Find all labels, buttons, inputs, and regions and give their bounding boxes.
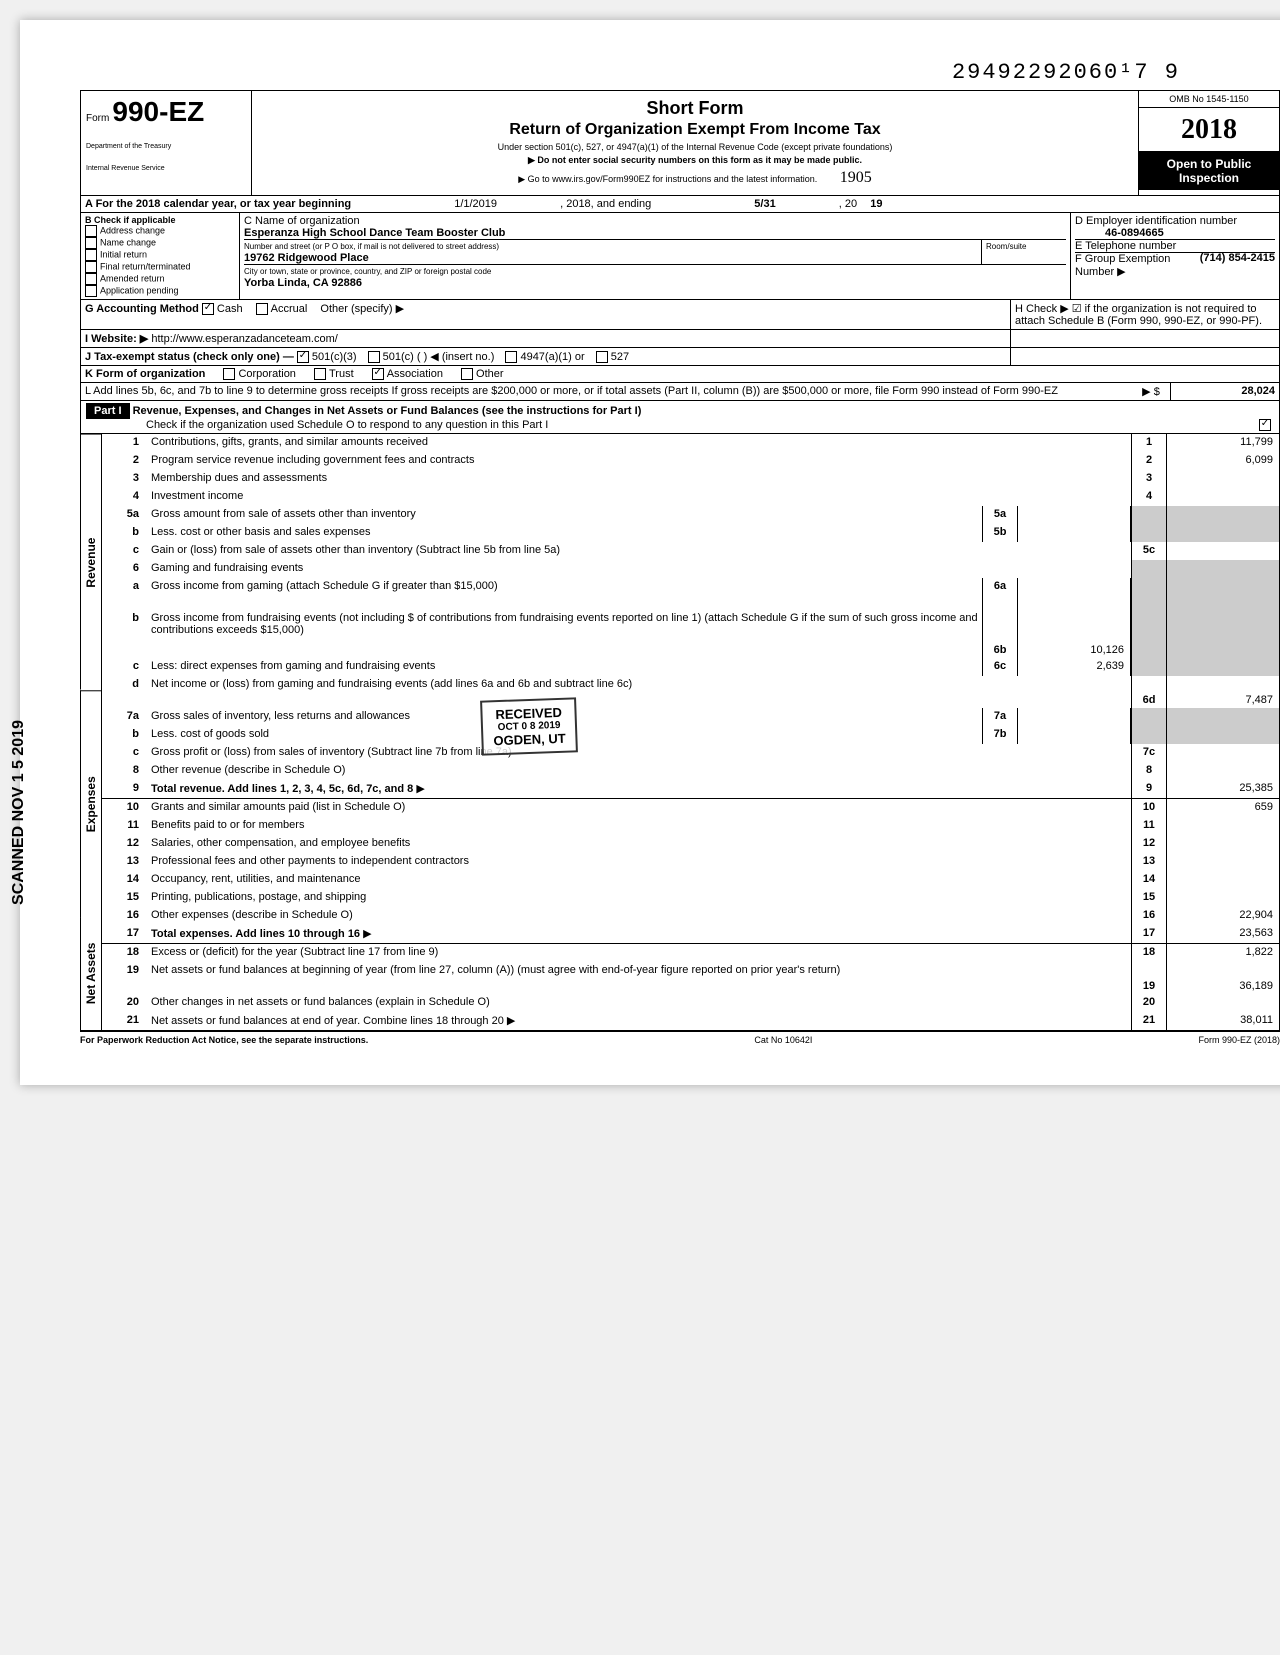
- row-gh: G Accounting Method ✓Cash Accrual Other …: [80, 300, 1280, 330]
- line-10-value: 659: [1166, 799, 1279, 817]
- form-header: Form 990-EZ Department of the Treasury I…: [80, 90, 1280, 196]
- website: http://www.esperanzadanceteam.com/: [151, 333, 337, 345]
- phone: (714) 854-2415: [1200, 252, 1275, 264]
- total-revenue: 25,385: [1166, 780, 1279, 798]
- org-address: 19762 Ridgewood Place: [244, 252, 369, 264]
- open-to-public: Open to Public Inspection: [1139, 152, 1279, 190]
- part-1-header: Part I Revenue, Expenses, and Changes in…: [80, 401, 1280, 434]
- subtitle-ssn: ▶ Do not enter social security numbers o…: [262, 155, 1128, 166]
- section-h: H Check ▶ ☑ if the organization is not r…: [1011, 300, 1279, 329]
- dept-irs: Internal Revenue Service: [86, 165, 246, 172]
- line-19-value: 36,189: [1166, 962, 1279, 994]
- checkbox-501c3[interactable]: ✓: [297, 351, 309, 363]
- revenue-label: Revenue: [80, 434, 101, 690]
- section-def: D Employer identification number46-08946…: [1071, 213, 1279, 299]
- part-1-table: Revenue Expenses Net Assets RECEIVED OCT…: [80, 434, 1280, 1031]
- ein: 46-0894665: [1105, 227, 1164, 239]
- line-6c-value: 2,639: [1018, 658, 1131, 676]
- org-name: Esperanza High School Dance Team Booster…: [244, 227, 505, 239]
- line-6b-value: 10,126: [1018, 610, 1131, 658]
- checkbox-527[interactable]: [596, 351, 608, 363]
- received-stamp: RECEIVED OCT 0 8 2019 OGDEN, UT: [480, 698, 578, 756]
- section-c: C Name of organizationEsperanza High Sch…: [240, 213, 1071, 299]
- side-scan-text: SCANNED NOV 1 5 2019: [10, 720, 28, 905]
- subtitle-goto: ▶ Go to www.irs.gov/Form990EZ for instru…: [262, 169, 1128, 187]
- row-k: K Form of organization Corporation Trust…: [80, 366, 1280, 383]
- omb-number: OMB No 1545-1150: [1139, 91, 1279, 108]
- line-18-value: 1,822: [1166, 944, 1279, 962]
- checkbox-4947[interactable]: [505, 351, 517, 363]
- checkbox-assoc[interactable]: ✓: [372, 368, 384, 380]
- title-return: Return of Organization Exempt From Incom…: [262, 121, 1128, 139]
- row-a-tax-year: A For the 2018 calendar year, or tax yea…: [80, 196, 1280, 213]
- checkbox-schedule-o[interactable]: ✓: [1259, 419, 1271, 431]
- checkbox-address-change[interactable]: [85, 225, 97, 237]
- form-prefix: Form: [86, 113, 109, 124]
- checkbox-other[interactable]: [461, 368, 473, 380]
- checkbox-final-return[interactable]: [85, 261, 97, 273]
- page-footer: For Paperwork Reduction Act Notice, see …: [80, 1031, 1280, 1045]
- subtitle-section: Under section 501(c), 527, or 4947(a)(1)…: [262, 142, 1128, 152]
- title-short-form: Short Form: [262, 98, 1128, 119]
- dept-treasury: Department of the Treasury: [86, 143, 246, 150]
- org-city: Yorba Linda, CA 92886: [244, 277, 362, 289]
- checkbox-cash[interactable]: ✓: [202, 303, 214, 315]
- line-6d-value: 7,487: [1166, 676, 1279, 708]
- checkbox-amended[interactable]: [85, 273, 97, 285]
- checkbox-corp[interactable]: [223, 368, 235, 380]
- checkbox-trust[interactable]: [314, 368, 326, 380]
- expenses-label: Expenses: [80, 690, 101, 917]
- document-id: 29492292060¹7 9: [80, 60, 1280, 85]
- tax-year: 2018: [1139, 108, 1279, 152]
- row-bcdef: B Check if applicable Address change Nam…: [80, 213, 1280, 300]
- checkbox-501c[interactable]: [368, 351, 380, 363]
- line-16-value: 22,904: [1166, 907, 1279, 925]
- checkbox-pending[interactable]: [85, 285, 97, 297]
- row-j: J Tax-exempt status (check only one) — ✓…: [80, 348, 1280, 366]
- netassets-label: Net Assets: [80, 917, 101, 1030]
- section-b: B Check if applicable Address change Nam…: [81, 213, 240, 299]
- total-expenses: 23,563: [1166, 925, 1279, 943]
- row-i: I Website: ▶ http://www.esperanzadancete…: [80, 330, 1280, 348]
- line-2-value: 6,099: [1166, 452, 1279, 470]
- checkbox-initial-return[interactable]: [85, 249, 97, 261]
- line-1-value: 11,799: [1166, 434, 1279, 452]
- form-page: SCANNED NOV 1 5 2019 2 17 29492292060¹7 …: [20, 20, 1280, 1085]
- gross-receipts: 28,024: [1170, 383, 1279, 400]
- checkbox-accrual[interactable]: [256, 303, 268, 315]
- handwritten-year: 1905: [840, 169, 872, 186]
- net-assets-end: 38,011: [1166, 1012, 1279, 1030]
- row-l: L Add lines 5b, 6c, and 7b to line 9 to …: [80, 383, 1280, 401]
- checkbox-name-change[interactable]: [85, 237, 97, 249]
- form-number: 990-EZ: [112, 96, 204, 127]
